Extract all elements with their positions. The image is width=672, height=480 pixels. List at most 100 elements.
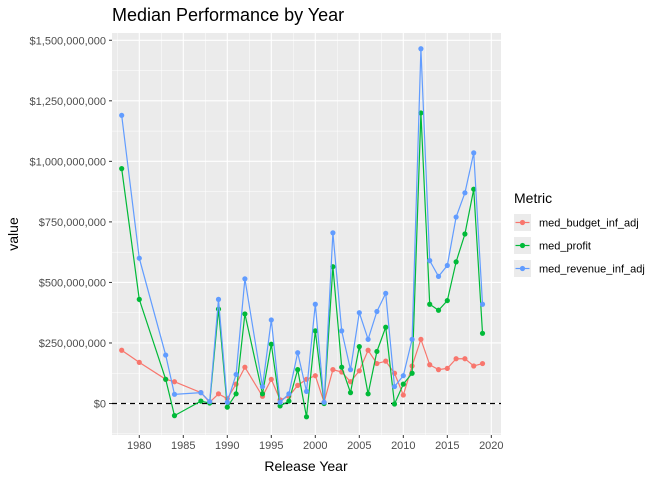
data-point [136,296,142,302]
legend-label: med_profit [539,241,591,253]
data-point [409,370,415,376]
data-point [435,307,442,313]
data-point [374,308,380,315]
data-point [233,391,239,397]
y-tick-label: $250,000,000 [39,338,106,350]
data-point [303,414,310,420]
data-point [215,306,222,312]
data-point [444,297,450,304]
x-tick-label: 2020 [479,440,503,452]
data-point [136,359,142,365]
data-point [163,352,169,358]
data-point [171,413,178,419]
data-point [259,391,266,397]
y-axis-title: value [5,217,21,251]
legend-item-med_budget_inf_adj: med_budget_inf_adj [514,214,639,231]
legend-key-point [519,219,526,226]
data-point [242,364,248,370]
data-point [242,276,248,282]
data-point [207,398,213,405]
data-point [330,230,336,236]
y-axis-ticks: $0 $250,000,000 $500,000,000 $750,000,000 $1… [30,35,112,411]
data-point [268,317,274,323]
y-tick-label: $1,250,000,000 [30,96,106,108]
legend-label: med_budget_inf_adj [539,218,639,230]
data-point [471,363,477,369]
data-point [427,258,433,264]
legend-key-point [519,265,526,272]
data-point [312,301,318,307]
x-axis-title: Release Year [264,458,348,474]
data-point [303,388,310,395]
data-point [198,390,204,396]
data-point [286,391,292,397]
data-point [479,360,486,367]
series-med_revenue_inf_adj [119,46,486,405]
data-point [462,190,468,196]
data-point [119,166,125,172]
y-tick-label: $750,000,000 [39,217,106,229]
minor-grid [112,33,501,435]
data-point [277,399,283,405]
data-point [321,399,327,405]
data-point [418,110,424,116]
data-point [198,398,204,404]
series-med_budget_inf_adj [119,336,486,405]
y-tick-label: $0 [94,399,106,411]
legend-key-point [519,242,526,249]
data-point [347,367,354,373]
data-point [224,399,230,405]
data-point [295,350,301,356]
series-layer [119,46,486,420]
data-point [479,330,486,336]
data-point [119,112,125,118]
data-point [435,273,442,279]
data-point [453,214,459,220]
data-point [312,328,318,334]
data-point [136,255,142,261]
data-point [356,344,362,350]
x-tick-label: 2015 [435,440,459,452]
data-point [409,336,415,342]
data-point [383,324,389,330]
data-point [295,367,301,373]
data-point [383,358,389,364]
data-point [374,348,380,355]
data-point [462,231,468,237]
data-point [471,186,477,192]
x-tick-label: 1980 [127,440,151,452]
y-tick-label: $500,000,000 [39,277,106,289]
data-point [268,341,274,347]
legend-title: Metric [514,190,552,206]
data-point [224,404,230,410]
data-point [356,368,362,374]
data-point [233,371,239,378]
x-tick-label: 1995 [259,440,283,452]
data-point [391,383,398,390]
data-point [453,259,459,265]
data-point [383,290,389,296]
data-point [277,403,283,409]
data-point [400,392,406,398]
data-point [400,373,406,379]
x-tick-label: 1985 [171,440,195,452]
data-point [339,328,345,334]
series-line [121,48,484,404]
x-tick-label: 2005 [347,440,371,452]
data-point [444,365,450,372]
data-point [163,376,169,382]
data-point [365,347,371,353]
data-point [418,46,424,52]
legend-label: med_revenue_inf_adj [539,264,645,276]
data-point [259,383,266,390]
data-point [286,398,292,404]
legend-item-med_revenue_inf_adj: med_revenue_inf_adj [514,260,645,277]
data-point [119,347,125,353]
data-point [347,390,354,396]
y-tick-label: $1,000,000,000 [30,156,106,168]
data-point [365,391,371,397]
y-tick-label: $1,500,000,000 [30,35,106,47]
data-point [435,367,442,373]
data-point [462,356,468,362]
data-point [418,336,424,342]
